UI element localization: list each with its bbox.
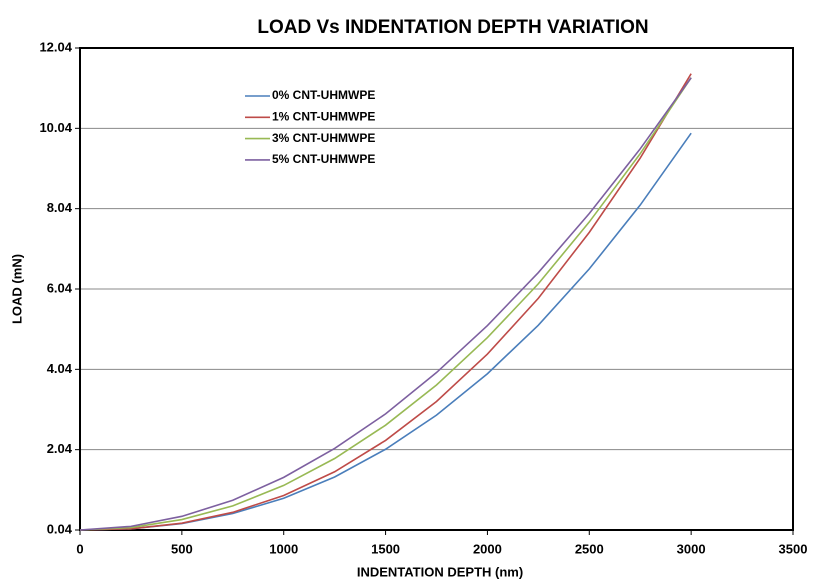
x-tick-label: 0 <box>76 541 83 556</box>
x-tick-label: 3500 <box>779 541 808 556</box>
plot-border <box>79 47 794 531</box>
y-tick-label: 8.04 <box>47 200 73 215</box>
x-tick-label: 500 <box>171 541 193 556</box>
x-axis-label: INDENTATION DEPTH (nm) <box>357 564 523 579</box>
y-tick-label: 4.04 <box>47 361 73 376</box>
x-tick-label: 2500 <box>575 541 604 556</box>
series-line <box>79 73 692 531</box>
series-line <box>79 77 692 531</box>
legend-text: 3% CNT-UHMWPE <box>272 131 375 145</box>
series-line <box>79 77 692 531</box>
y-axis-label: LOAD (mN) <box>9 254 24 324</box>
x-tick-label: 1500 <box>371 541 400 556</box>
y-tick-label: 2.04 <box>47 441 73 456</box>
legend-text: 5% CNT-UHMWPE <box>272 152 375 166</box>
y-tick-label: 0.04 <box>47 521 73 536</box>
chart-title: LOAD Vs INDENTATION DEPTH VARIATION <box>257 17 648 38</box>
x-tick-label: 1000 <box>269 541 298 556</box>
x-tick-label: 3000 <box>677 541 706 556</box>
y-tick-label: 10.04 <box>39 120 72 135</box>
y-tick-label: 6.04 <box>47 280 73 295</box>
y-tick-label: 12.04 <box>39 39 72 54</box>
series-line <box>79 132 692 531</box>
x-tick-label: 2000 <box>473 541 502 556</box>
legend-text: 1% CNT-UHMWPE <box>272 109 375 123</box>
legend-text: 0% CNT-UHMWPE <box>272 88 375 102</box>
